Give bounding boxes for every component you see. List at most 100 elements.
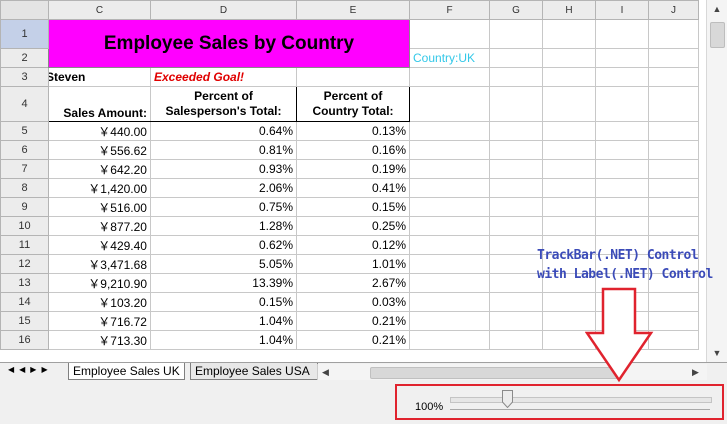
cell[interactable] — [489, 121, 543, 141]
cell[interactable] — [489, 292, 543, 312]
sales-amount-cell[interactable]: ￥877.20 — [48, 216, 151, 236]
cell[interactable] — [595, 159, 649, 179]
cell[interactable] — [489, 178, 543, 198]
cell[interactable] — [648, 311, 699, 331]
cell[interactable] — [409, 86, 490, 122]
cell[interactable] — [409, 178, 490, 198]
percent-salesperson-cell[interactable]: 13.39% — [150, 273, 297, 293]
tab-employee-sales-uk[interactable]: Employee Sales UK — [68, 363, 185, 380]
cell[interactable] — [648, 86, 699, 122]
cell[interactable] — [409, 67, 490, 87]
cell[interactable] — [489, 48, 543, 68]
cell[interactable] — [648, 292, 699, 312]
trackbar-thumb[interactable] — [502, 390, 514, 408]
percent-country-cell[interactable]: 0.15% — [296, 197, 410, 217]
cell[interactable] — [595, 121, 649, 141]
cell[interactable] — [648, 159, 699, 179]
cell[interactable] — [542, 216, 596, 236]
cell[interactable] — [595, 86, 649, 122]
cell[interactable] — [648, 48, 699, 68]
cell[interactable] — [595, 19, 649, 49]
cell[interactable] — [648, 178, 699, 198]
percent-country-header[interactable]: Percent of Country Total: — [296, 86, 410, 122]
cell[interactable] — [648, 19, 699, 49]
cell[interactable] — [595, 140, 649, 160]
row-header-1[interactable]: 1 — [0, 19, 49, 49]
sales-amount-header[interactable]: Sales Amount: — [48, 86, 151, 122]
cell[interactable] — [409, 121, 490, 141]
percent-country-cell[interactable]: 0.13% — [296, 121, 410, 141]
cell[interactable] — [648, 140, 699, 160]
cell[interactable] — [489, 216, 543, 236]
sales-amount-cell[interactable]: ￥440.00 — [48, 121, 151, 141]
sales-amount-cell[interactable]: ￥716.72 — [48, 311, 151, 331]
cell[interactable] — [409, 140, 490, 160]
cell[interactable] — [409, 197, 490, 217]
percent-country-cell[interactable]: 0.41% — [296, 178, 410, 198]
cell[interactable] — [542, 140, 596, 160]
sales-amount-cell[interactable]: ￥103.20 — [48, 292, 151, 312]
percent-country-cell[interactable]: 0.03% — [296, 292, 410, 312]
row-header[interactable]: 16 — [0, 330, 49, 350]
sales-amount-cell[interactable]: ￥1,420.00 — [48, 178, 151, 198]
sales-amount-cell[interactable]: ￥713.30 — [48, 330, 151, 350]
row-header-3[interactable]: 3 — [0, 67, 49, 87]
row-header-2[interactable]: 2 — [0, 48, 49, 68]
exceeded-goal-cell[interactable]: Exceeded Goal! — [150, 67, 297, 87]
row-header[interactable]: 15 — [0, 311, 49, 331]
scroll-left-icon[interactable]: ◀ — [322, 367, 329, 377]
cell[interactable] — [489, 235, 543, 255]
cell[interactable] — [595, 216, 649, 236]
row-header[interactable]: 12 — [0, 254, 49, 274]
percent-salesperson-cell[interactable]: 0.81% — [150, 140, 297, 160]
cell[interactable] — [489, 254, 543, 274]
vertical-scroll-thumb[interactable] — [710, 22, 725, 48]
percent-salesperson-header[interactable]: Percent of Salesperson's Total: — [150, 86, 297, 122]
cell[interactable] — [409, 330, 490, 350]
percent-salesperson-cell[interactable]: 1.28% — [150, 216, 297, 236]
percent-country-cell[interactable]: 0.16% — [296, 140, 410, 160]
cell[interactable] — [409, 311, 490, 331]
row-header[interactable]: 8 — [0, 178, 49, 198]
percent-salesperson-cell[interactable]: 2.06% — [150, 178, 297, 198]
sales-amount-cell[interactable]: ￥516.00 — [48, 197, 151, 217]
cell[interactable] — [542, 121, 596, 141]
cell[interactable] — [542, 86, 596, 122]
row-header-4[interactable]: 4 — [0, 86, 49, 122]
cell[interactable] — [595, 48, 649, 68]
percent-salesperson-cell[interactable]: 0.93% — [150, 159, 297, 179]
cell[interactable] — [409, 19, 490, 49]
row-header[interactable]: 7 — [0, 159, 49, 179]
cell[interactable] — [489, 311, 543, 331]
cell[interactable] — [489, 19, 543, 49]
cell[interactable] — [489, 86, 543, 122]
row-header[interactable]: 5 — [0, 121, 49, 141]
cell[interactable] — [489, 197, 543, 217]
spreadsheet-grid[interactable]: C D E F G H I J 1 Employee Sales by Coun… — [0, 0, 699, 350]
sales-amount-cell[interactable]: ￥556.62 — [48, 140, 151, 160]
cell[interactable] — [542, 67, 596, 87]
cell[interactable] — [409, 216, 490, 236]
cell[interactable] — [489, 67, 543, 87]
column-header-f[interactable]: F — [409, 0, 490, 20]
cell[interactable] — [489, 330, 543, 350]
scroll-down-icon[interactable]: ▼ — [712, 348, 722, 358]
cell[interactable] — [542, 178, 596, 198]
column-header-e[interactable]: E — [296, 0, 410, 20]
percent-country-cell[interactable]: 0.19% — [296, 159, 410, 179]
cell[interactable] — [409, 159, 490, 179]
percent-country-cell[interactable]: 0.21% — [296, 330, 410, 350]
percent-salesperson-cell[interactable]: 5.05% — [150, 254, 297, 274]
cell[interactable] — [409, 235, 490, 255]
tab-navigation-icons[interactable]: ◀◀▶▶ — [8, 365, 53, 374]
cell[interactable] — [648, 330, 699, 350]
row-header[interactable]: 13 — [0, 273, 49, 293]
salesperson-cell[interactable]: Steven — [48, 67, 151, 87]
vertical-scrollbar[interactable]: ▲ ▼ — [706, 0, 727, 362]
cell[interactable] — [648, 216, 699, 236]
percent-country-cell[interactable]: 1.01% — [296, 254, 410, 274]
scroll-right-icon[interactable]: ▶ — [692, 367, 699, 377]
cell[interactable] — [595, 178, 649, 198]
tab-employee-sales-usa[interactable]: Employee Sales USA — [190, 363, 318, 380]
cell[interactable] — [542, 159, 596, 179]
